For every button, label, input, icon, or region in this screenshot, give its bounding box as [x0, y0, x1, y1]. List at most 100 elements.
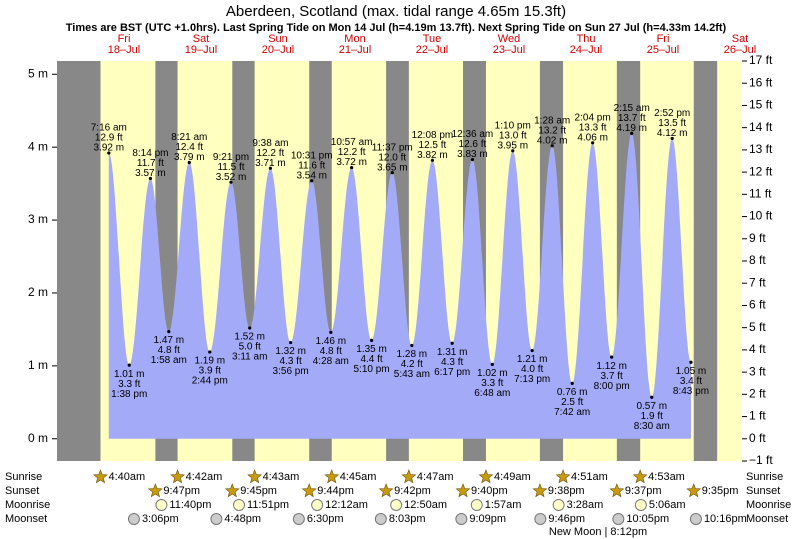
moon-icon — [155, 499, 168, 511]
day-date: 20–Jul — [262, 44, 294, 56]
tide-height-ft: 13.5 ft — [658, 118, 686, 129]
tide-area — [108, 133, 691, 439]
tide-height-m: 1.35 m — [356, 344, 387, 355]
tide-height-ft: 11.5 ft — [217, 162, 244, 173]
tide-height-ft: 4.4 ft — [360, 354, 382, 365]
tide-height-ft: 3.3 ft — [118, 379, 140, 390]
tide-point — [208, 350, 212, 354]
tide-point — [390, 171, 394, 175]
tide-point — [591, 141, 595, 145]
row-time: 9:35pm — [702, 485, 739, 497]
tide-point — [148, 176, 153, 181]
tide-point — [268, 166, 273, 170]
tide-time: 1:58 am — [151, 355, 187, 366]
tide-height-m: 1.46 m — [316, 336, 347, 347]
tide-height-ft: 4.8 ft — [158, 345, 180, 356]
day-date: 25–Jul — [647, 44, 679, 56]
day-date: 24–Jul — [570, 44, 602, 56]
tide-time: 8:00 pm — [594, 381, 630, 392]
y2-tick-label: 14 ft — [749, 120, 773, 134]
sun-icon — [378, 483, 394, 498]
day-name: Mon — [344, 33, 365, 45]
sun-icon — [478, 469, 494, 484]
tide-time: 5:10 pm — [354, 364, 390, 375]
sun-icon — [609, 483, 625, 498]
tide-height-ft: 13.0 ft — [499, 130, 527, 141]
y2-tick-label: 6 ft — [749, 298, 766, 312]
tide-height-ft: 12.9 ft — [95, 133, 123, 144]
y2-tick-label: 16 ft — [749, 75, 773, 89]
tide-height-ft: 4.8 ft — [320, 346, 342, 357]
tide-time: 7:13 pm — [514, 374, 550, 385]
y-tick-label: 0 m — [28, 431, 48, 445]
row-label: Moonrise — [5, 499, 50, 511]
day-date: 21–Jul — [339, 44, 371, 56]
tide-point — [289, 340, 293, 345]
tide-height-ft: 3.3 ft — [481, 378, 503, 389]
moon-icon — [292, 513, 305, 525]
y-tick-label: 4 m — [28, 139, 48, 153]
tide-height-m: 4.12 m — [657, 128, 688, 139]
tide-point — [530, 348, 534, 353]
y2-tick-label: 10 ft — [749, 209, 773, 223]
tide-time: 12:08 pm — [412, 130, 454, 141]
sun-icon — [224, 483, 240, 498]
tide-time: 3:11 am — [232, 352, 267, 363]
tide-point — [630, 131, 634, 135]
row-time: 4:53am — [648, 471, 685, 483]
row-time: 5:06am — [649, 499, 686, 511]
tide-height-m: 1.05 m — [676, 366, 707, 377]
y2-tick-label: 11 ft — [749, 187, 772, 201]
tide-point — [248, 326, 252, 330]
row-time: 4:42am — [186, 471, 223, 483]
y2-tick-label: 17 ft — [749, 53, 773, 67]
sun-icon — [324, 469, 340, 484]
tide-point — [229, 180, 233, 184]
tide-time: 1:28 am — [534, 115, 570, 126]
y2-tick-label: 9 ft — [749, 231, 766, 245]
y2-tick-label: 12 ft — [749, 164, 773, 178]
tide-height-m: 3.57 m — [135, 168, 166, 179]
y2-tick-label: 4 ft — [749, 342, 766, 356]
row-time: 9:47pm — [163, 485, 200, 497]
tide-height-ft: 13.3 ft — [579, 122, 607, 133]
row-label: Moonset — [746, 513, 788, 525]
day-name: Sat — [732, 33, 749, 45]
row-time: 4:45am — [340, 471, 377, 483]
moon-icon — [455, 513, 468, 525]
tide-height-ft: 12.5 ft — [419, 140, 447, 151]
row-time: 9:44pm — [317, 485, 354, 497]
tide-point — [430, 158, 435, 162]
tide-height-m: 1.19 m — [194, 356, 225, 367]
tide-time: 1:38 pm — [111, 389, 147, 400]
tide-height-m: 3.54 m — [296, 170, 327, 181]
y-tick-label: 1 m — [28, 358, 48, 372]
tide-point — [570, 381, 574, 385]
tide-time: 9:21 pm — [213, 152, 249, 163]
tide-time: 8:14 pm — [132, 148, 168, 159]
tide-height-ft: 4.3 ft — [441, 357, 463, 368]
tide-time: 8:43 pm — [673, 386, 709, 397]
tide-height-m: 4.19 m — [616, 123, 647, 134]
tide-point — [511, 149, 515, 153]
tide-point — [550, 144, 554, 148]
y-tick-label: 5 m — [28, 66, 48, 80]
tide-time: 5:43 am — [394, 369, 430, 380]
tide-height-m: 1.52 m — [234, 332, 265, 343]
tide-height-m: 4.02 m — [537, 135, 568, 146]
tide-height-m: 3.79 m — [174, 152, 205, 163]
row-time: 12:12am — [325, 499, 368, 511]
row-label: Sunrise — [746, 471, 783, 483]
tide-point — [670, 136, 674, 141]
moon-icon — [127, 513, 140, 525]
sun-icon — [555, 469, 571, 484]
tide-height-m: 4.06 m — [577, 132, 608, 143]
moon-icon — [210, 513, 223, 525]
tide-height-m: 1.32 m — [275, 346, 306, 357]
moon-icon — [689, 513, 702, 525]
tide-time: 2:04 pm — [575, 112, 611, 123]
y-tick-label: 3 m — [28, 212, 48, 226]
tide-point — [310, 179, 314, 183]
tide-height-m: 3.65 m — [377, 162, 408, 173]
tide-point — [689, 360, 693, 364]
